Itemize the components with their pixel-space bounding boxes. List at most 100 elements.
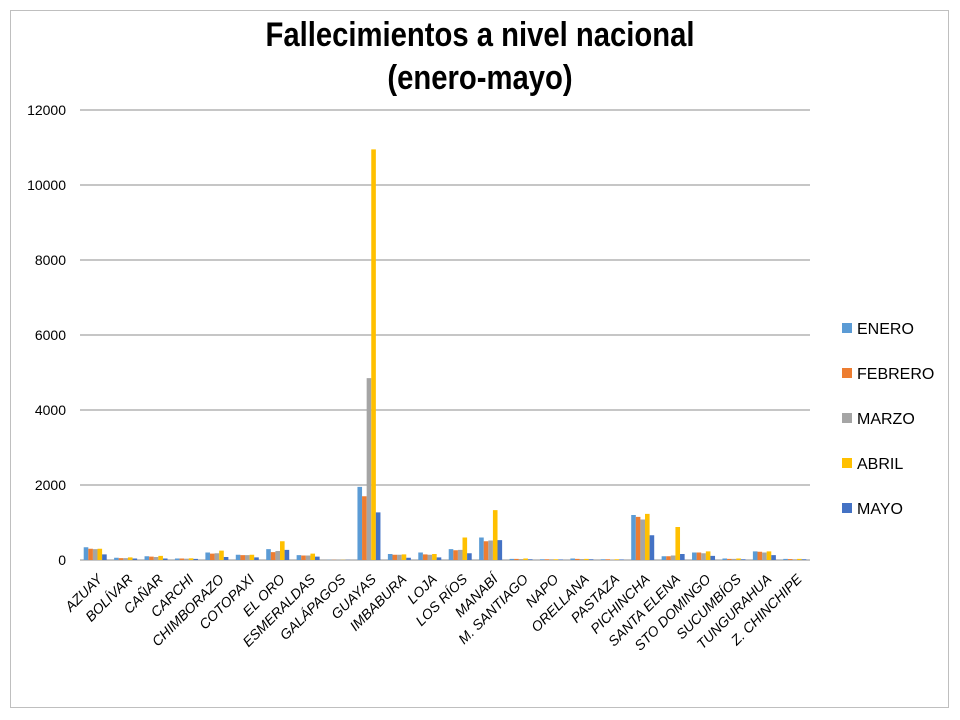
bar-febrero [149,556,154,561]
bar-marzo [701,553,706,560]
legend-label: FEBRERO [857,366,934,383]
bar-enero [752,551,758,561]
bar-abril [614,559,620,560]
bar-abril [584,558,589,561]
bar-febrero [757,551,763,560]
bar-febrero [727,558,732,561]
bar-enero [205,552,210,560]
bar-enero [631,515,636,560]
bar-abril [797,558,802,561]
y-tick-label: 12000 [27,102,66,118]
bar-mayo [375,512,381,561]
legend-swatch [842,503,852,513]
bar-febrero [209,553,215,561]
bar-febrero [179,558,185,560]
bar-febrero [88,548,93,560]
bar-marzo [640,519,646,560]
chart-title-line-1: Fallecimientos a nivel nacional [265,16,695,54]
bar-abril [158,555,163,561]
bar-mayo [102,554,107,561]
bar-febrero [696,552,702,560]
bar-mayo [740,559,746,560]
bar-abril [219,550,224,561]
chart-title-line-2: (enero-mayo) [387,59,573,97]
y-tick-label: 0 [58,552,66,568]
bar-febrero [635,516,641,561]
bar-febrero [787,559,793,560]
bar-mayo [467,553,472,560]
legend-label: MARZO [857,411,915,428]
bar-marzo [549,559,554,560]
bar-enero [722,558,728,560]
bar-enero [661,556,667,560]
bar-febrero [483,541,489,560]
bar-mayo [649,535,655,560]
bar-enero [266,549,271,561]
bar-abril [371,149,376,561]
bar-enero [783,558,788,561]
y-tick-label: 10000 [27,177,66,193]
legend-label: MAYO [857,501,903,518]
bar-marzo [792,559,798,560]
bar-febrero [270,552,276,561]
bar-abril [645,513,650,561]
bar-abril [523,558,528,560]
bar-enero [600,559,606,560]
bar-abril [492,510,498,561]
bar-enero [479,537,484,560]
bar-abril [310,553,316,561]
bar-febrero [514,558,519,561]
bar-mayo [193,558,198,561]
bar-marzo [123,558,128,561]
bar-abril [736,558,741,560]
bar-enero [448,549,454,561]
bar-marzo [366,378,372,561]
bar-mayo [162,558,168,560]
bar-marzo [731,558,737,561]
bar-abril [127,557,133,561]
bar-abril [432,554,437,560]
bar-febrero [453,550,458,560]
bar-mayo [710,555,716,561]
bar-mayo [406,557,411,560]
bar-abril [249,554,255,560]
bar-abril [401,554,407,561]
bar-marzo [92,549,98,561]
bar-marzo [305,555,311,560]
chart-frame [10,10,949,708]
bar-febrero [362,496,367,560]
bar-enero [174,558,180,560]
bar-mayo [284,549,290,561]
bar-marzo [244,555,250,561]
bar-marzo [397,554,402,560]
bar-abril [97,548,103,560]
bar-mayo [497,540,503,561]
bar-marzo [609,559,615,560]
bar-abril [280,541,285,560]
bar-febrero [392,554,398,560]
bar-marzo [670,555,676,560]
legend-label: ABRIL [857,456,903,473]
bar-marzo [762,552,767,560]
y-tick-label: 8000 [35,252,66,268]
bar-enero [235,554,241,560]
legend-swatch [842,323,852,333]
bar-enero [387,554,393,560]
bar-mayo [315,556,320,561]
bar-mayo [558,559,563,560]
bar-mayo [436,557,442,561]
bar-mayo [254,557,259,561]
bar-mayo [801,559,807,560]
bar-abril [462,537,468,560]
y-tick-label: 6000 [35,327,66,343]
bar-enero [144,556,150,560]
bar-febrero [118,558,124,561]
bar-enero [357,486,363,561]
bar-marzo [214,553,220,560]
bar-enero [539,559,545,560]
bar-febrero [666,556,671,560]
bar-enero [418,552,423,560]
bar-enero [570,558,575,560]
bar-febrero [544,559,550,560]
